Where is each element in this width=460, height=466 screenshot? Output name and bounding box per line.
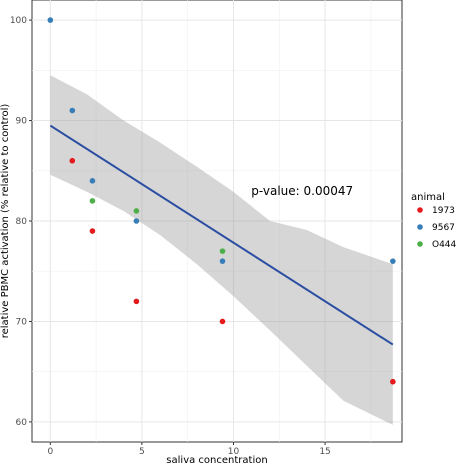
point-O444 <box>219 248 226 254</box>
point-O444 <box>133 208 140 214</box>
y-tick-label: 80 <box>16 217 28 227</box>
y-axis-title: relative PBMC activation (% relative to … <box>0 104 11 339</box>
x-tick-label: 10 <box>228 447 240 457</box>
point-9567 <box>47 17 54 23</box>
point-1973 <box>69 157 76 164</box>
point-9567 <box>219 258 226 264</box>
y-tick-label: 70 <box>16 317 28 327</box>
x-tick-label: 15 <box>319 447 330 457</box>
point-O444 <box>89 198 96 204</box>
y-tick-label: 60 <box>16 418 28 428</box>
point-1973 <box>219 318 226 325</box>
x-tick-label: 5 <box>139 447 145 457</box>
y-axis-ticks: 60 70 80 90 100 <box>10 16 32 428</box>
regression-line <box>49 124 394 346</box>
legend-key-O444 <box>417 241 423 247</box>
grid-major <box>32 0 402 442</box>
y-tick-label: 90 <box>16 117 28 127</box>
p-value-annotation: p-value: 0.00047 <box>251 184 353 198</box>
legend-key-9567 <box>417 224 423 230</box>
point-9567 <box>133 218 140 224</box>
x-tick-label: 0 <box>47 447 53 457</box>
x-axis-title: saliva concentration <box>166 455 267 466</box>
data-points <box>47 17 396 385</box>
point-1973 <box>89 228 96 234</box>
point-9567 <box>390 258 396 264</box>
legend-label-O444: O444 <box>432 240 457 250</box>
legend: animal 1973 9567 O444 <box>411 192 457 250</box>
legend-title: animal <box>411 192 445 203</box>
point-9567 <box>69 107 76 114</box>
regression-line-path <box>49 124 394 346</box>
point-1973 <box>390 378 396 385</box>
legend-key-1973 <box>417 207 423 213</box>
legend-label-1973: 1973 <box>432 206 455 216</box>
legend-label-9567: 9567 <box>432 223 455 233</box>
point-1973 <box>133 298 140 305</box>
x-axis-ticks: 0 5 10 15 <box>47 442 331 457</box>
point-9567 <box>89 178 96 184</box>
y-tick-label: 100 <box>10 16 27 26</box>
